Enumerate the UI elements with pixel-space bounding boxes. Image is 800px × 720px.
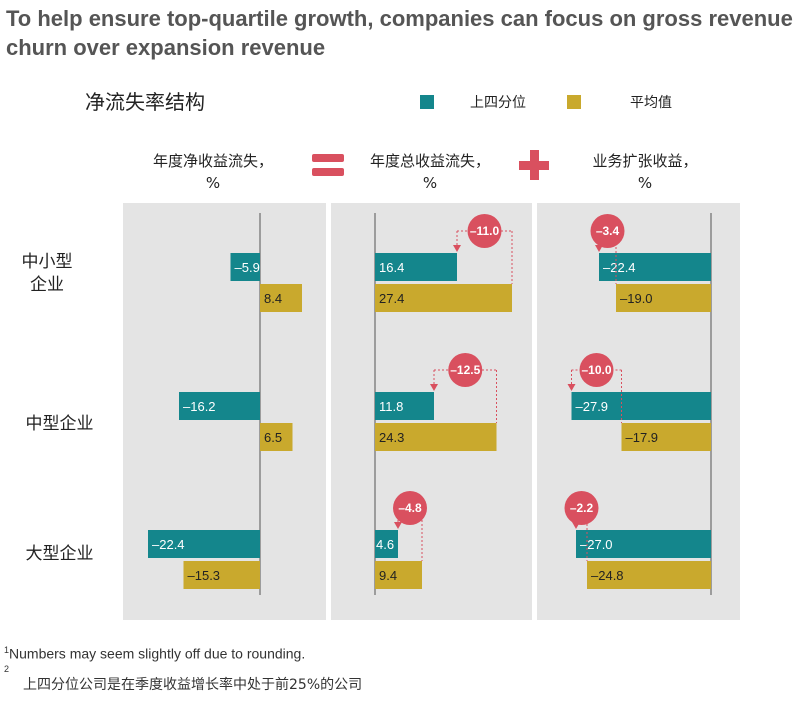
- bar-average: [621, 423, 711, 451]
- bar-value-label: –19.0: [620, 291, 653, 306]
- bar-value-label: –15.3: [188, 568, 221, 583]
- bar-top-quartile: [148, 530, 260, 558]
- bar-average: [375, 423, 497, 451]
- bar-value-label: 8.4: [264, 291, 282, 306]
- bar-average: [375, 284, 512, 312]
- legend-swatch-average: [567, 95, 581, 109]
- difference-label: –2.2: [570, 501, 594, 515]
- bar-value-label: 16.4: [379, 260, 404, 275]
- difference-label: –4.8: [398, 501, 422, 515]
- bar-top-quartile: [576, 530, 711, 558]
- bar-value-label: 24.3: [379, 430, 404, 445]
- bar-value-label: –24.8: [591, 568, 624, 583]
- difference-bubble: [467, 214, 502, 248]
- difference-label: –12.5: [450, 363, 480, 377]
- bar-top-quartile: [599, 253, 711, 281]
- bar-average: [375, 561, 422, 589]
- bar-average: [260, 284, 302, 312]
- arrow-head: [567, 384, 576, 391]
- footnote-1: 1Numbers may seem slightly off due to ro…: [4, 645, 305, 662]
- difference-label: –3.4: [596, 224, 620, 238]
- arrow-head: [430, 384, 438, 391]
- difference-bubble: [448, 353, 483, 387]
- bar-top-quartile: [179, 392, 260, 420]
- bar-average: [616, 284, 711, 312]
- bar-value-label: –27.9: [576, 399, 609, 414]
- legend-label-top-quartile: 上四分位: [470, 95, 526, 111]
- column-title: 年度总收益流失，: [369, 152, 490, 170]
- column-unit: %: [422, 174, 438, 192]
- chart-subtitle: 净流失率结构: [85, 90, 205, 114]
- row-label-large: 大型企业: [25, 544, 94, 564]
- column-unit: %: [205, 174, 221, 192]
- column-header-expansion: 业务扩张收益， %: [545, 150, 745, 194]
- bar-average: [183, 561, 260, 589]
- column-unit: %: [637, 174, 653, 192]
- bar-value-label: –22.4: [152, 537, 185, 552]
- difference-label: –11.0: [470, 224, 500, 238]
- difference-bubble: [579, 353, 614, 387]
- bar-value-label: –5.9: [235, 260, 260, 275]
- bar-value-label: 6.5: [264, 430, 282, 445]
- arrow-head: [595, 245, 603, 252]
- column-header-net-churn: 年度净收益流失， %: [113, 150, 313, 194]
- footnote-2-marker: 2: [4, 664, 10, 674]
- bar-value-label: –22.4: [603, 260, 636, 275]
- legend-label-average: 平均值: [630, 95, 672, 111]
- bar-value-label: 11.8: [379, 399, 403, 414]
- bar-value-label: –17.9: [626, 430, 659, 445]
- column-title: 年度净收益流失，: [152, 152, 273, 170]
- footnote-2: 上四分位公司是在季度收益增长率中处于前25%的公司: [23, 677, 363, 693]
- bar-value-label: 9.4: [379, 568, 397, 583]
- bar-value-label: –16.2: [183, 399, 216, 414]
- row-label-smb: 中小型企业: [21, 252, 73, 295]
- difference-bubble: [564, 491, 599, 525]
- difference-label: –10.0: [581, 363, 611, 377]
- legend-swatch-top-quartile: [420, 95, 434, 109]
- bar-average: [260, 423, 293, 451]
- chart-title: To help ensure top-quartile growth, comp…: [6, 6, 793, 60]
- bar-top-quartile: [375, 253, 457, 281]
- bar-top-quartile: [375, 530, 398, 558]
- arrow-head: [453, 245, 461, 252]
- footnote-text: Numbers may seem slightly off due to rou…: [9, 645, 306, 662]
- bar-value-label: 4.6: [376, 537, 394, 552]
- difference-bubble: [393, 491, 427, 525]
- bar-top-quartile: [230, 253, 260, 281]
- difference-bubble: [590, 214, 625, 248]
- column-title: 业务扩张收益，: [592, 152, 698, 170]
- column-header-gross-churn: 年度总收益流失， %: [330, 150, 530, 194]
- bar-value-label: 27.4: [379, 291, 404, 306]
- equals-sign-icon: [312, 154, 344, 178]
- bar-top-quartile: [375, 392, 434, 420]
- footnote-marker: 1: [4, 645, 10, 655]
- bar-value-label: –27.0: [580, 537, 613, 552]
- arrow-head: [394, 522, 402, 529]
- bar-average: [587, 561, 711, 589]
- plus-sign-icon: [519, 150, 549, 180]
- bar-top-quartile: [571, 392, 711, 420]
- row-label-mid: 中型企业: [25, 414, 94, 434]
